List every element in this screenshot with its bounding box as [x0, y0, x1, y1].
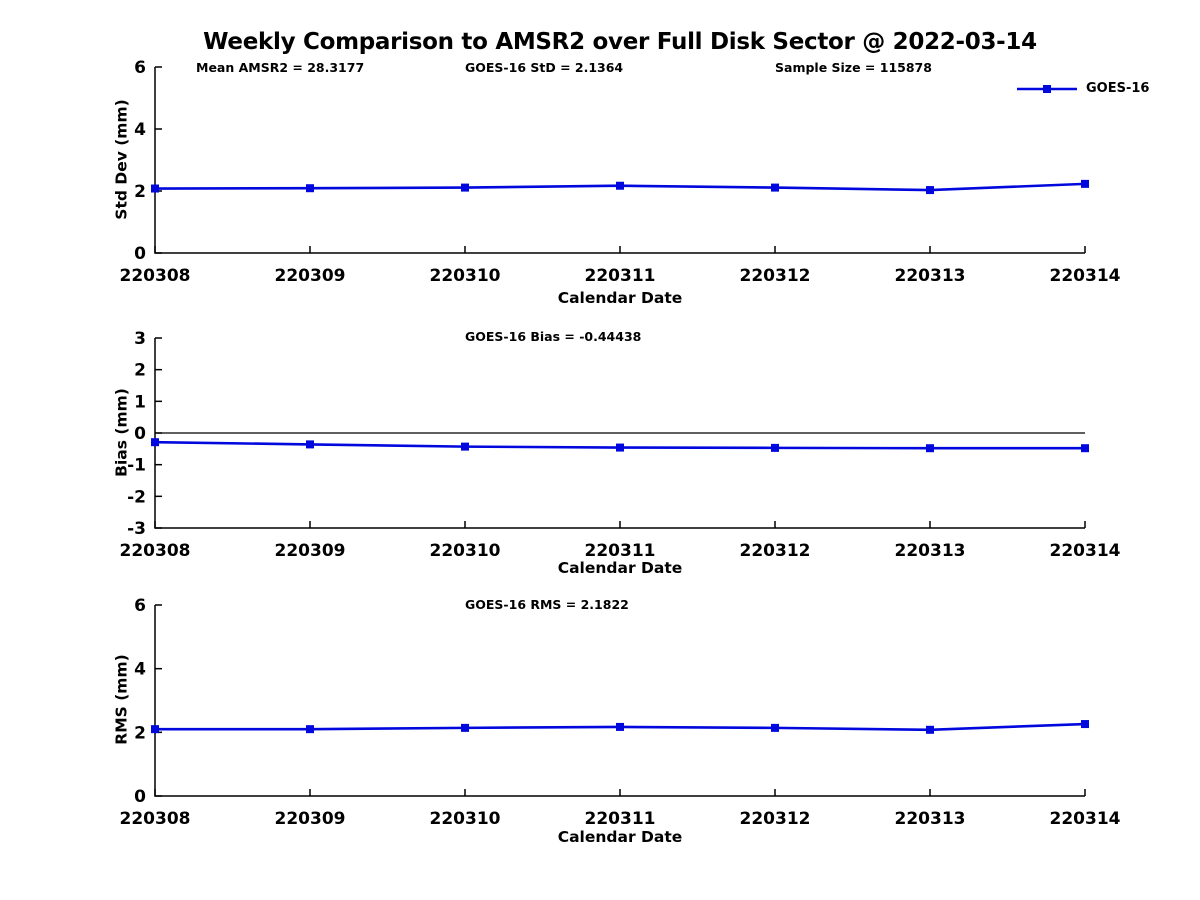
rms-data-marker	[461, 723, 469, 732]
xlabel-calendar-date-bottom: Calendar Date	[557, 828, 683, 846]
bias-data-marker	[926, 444, 934, 453]
std-dev-data-marker	[461, 183, 469, 192]
bias-y-tick-label: 1	[134, 392, 146, 412]
std-dev-data-marker	[771, 183, 779, 192]
std-dev-x-tick-label: 220311	[585, 266, 656, 286]
bias-data-marker	[306, 440, 314, 449]
rms-data-marker	[616, 722, 624, 731]
bias-y-tick-label: 2	[134, 361, 146, 381]
bias-data-marker	[151, 438, 159, 447]
annotation-mean-amsr2: Mean AMSR2 = 28.3177	[196, 60, 365, 75]
bias-y-tick-label: 0	[134, 424, 146, 444]
annotation-goes16-rms: GOES-16 RMS = 2.1822	[465, 597, 629, 612]
std-dev-x-tick-label: 220308	[120, 266, 191, 286]
bias-data-marker	[771, 443, 779, 452]
rms-data-marker	[306, 725, 314, 734]
std-dev-x-tick-label: 220312	[740, 266, 811, 286]
rms-y-tick-label: 2	[134, 723, 146, 743]
bias-y-tick-label: -2	[127, 487, 146, 507]
xlabel-calendar-date-top: Calendar Date	[557, 289, 683, 307]
std-dev-data-marker	[151, 184, 159, 193]
std-dev-x-tick-label: 220313	[895, 266, 966, 286]
bias-y-tick-label: 3	[134, 329, 146, 349]
rms-x-tick-label: 220311	[585, 809, 656, 829]
std-dev-y-tick-label: 0	[134, 244, 146, 264]
bias-x-tick-label: 220311	[585, 541, 656, 561]
rms-x-tick-label: 220313	[895, 809, 966, 829]
bias-y-tick-label: -3	[127, 519, 146, 539]
bias-x-tick-label: 220310	[430, 541, 501, 561]
rms-data-marker	[1081, 720, 1089, 729]
rms-data-marker	[151, 725, 159, 734]
bias-data-marker	[1081, 444, 1089, 453]
std-dev-y-tick-label: 2	[134, 182, 146, 202]
std-dev-x-tick-label: 220310	[430, 266, 501, 286]
std-dev-data-marker	[1081, 179, 1089, 188]
rms-y-tick-label: 6	[134, 596, 146, 616]
std-dev-axes-line	[154, 67, 1085, 254]
ylabel-rms: RMS (mm)	[112, 654, 131, 745]
legend: GOES-16	[1016, 80, 1149, 97]
bias-x-tick-label: 220313	[895, 541, 966, 561]
std-dev-y-tick-label: 4	[134, 120, 146, 140]
bias-x-tick-label: 220309	[275, 541, 346, 561]
rms-data-marker	[771, 723, 779, 732]
rms-x-tick-label: 220308	[120, 809, 191, 829]
ylabel-bias: Bias (mm)	[112, 388, 131, 477]
rms-x-tick-label: 220314	[1050, 809, 1121, 829]
rms-y-tick-label: 4	[134, 660, 146, 680]
ylabel-std-dev: Std Dev (mm)	[112, 99, 131, 220]
rms-axes-line	[154, 605, 1085, 797]
rms-y-tick-label: 0	[134, 787, 146, 807]
figure-title: Weekly Comparison to AMSR2 over Full Dis…	[203, 29, 1037, 55]
bias-data-marker	[616, 443, 624, 452]
bias-x-tick-label: 220314	[1050, 541, 1121, 561]
legend-line-sample-icon	[1017, 84, 1077, 93]
std-dev-data-marker	[616, 181, 624, 190]
bias-data-marker	[461, 442, 469, 451]
std-dev-data-marker	[306, 184, 314, 193]
std-dev-y-tick-label: 6	[134, 58, 146, 78]
std-dev-x-tick-label: 220309	[275, 266, 346, 286]
xlabel-calendar-date-middle: Calendar Date	[557, 559, 683, 577]
rms-x-tick-label: 220310	[430, 809, 501, 829]
legend-label: GOES-16	[1086, 81, 1150, 96]
std-dev-x-tick-label: 220314	[1050, 266, 1121, 286]
annotation-goes16-std: GOES-16 StD = 2.1364	[465, 60, 624, 75]
bias-x-tick-label: 220308	[120, 541, 191, 561]
rms-x-tick-label: 220312	[740, 809, 811, 829]
bias-y-tick-label: -1	[127, 456, 146, 476]
std-dev-data-marker	[926, 186, 934, 195]
annotation-goes16-bias: GOES-16 Bias = -0.44438	[465, 329, 642, 344]
bias-x-tick-label: 220312	[740, 541, 811, 561]
rms-x-tick-label: 220309	[275, 809, 346, 829]
annotation-sample-size: Sample Size = 115878	[775, 60, 932, 75]
rms-data-marker	[926, 725, 934, 734]
